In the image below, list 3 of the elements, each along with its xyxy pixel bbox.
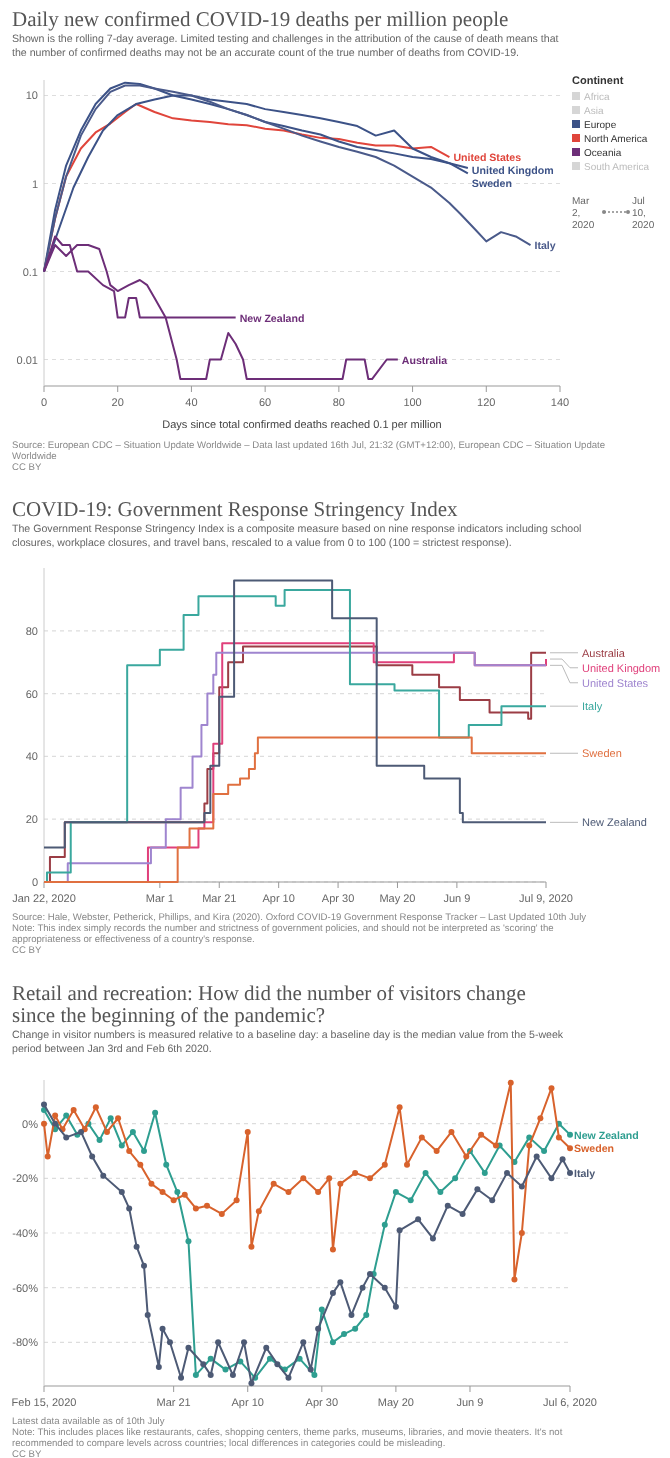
chart-title: COVID-19: Government Response Stringency Index [12,500,460,522]
chart-title: Daily new confirmed COVID-19 deaths per million people [12,10,509,32]
chart-title: Retail and recreation: How did the number of visitors change since the beginning of the pandemic? [12,984,527,1028]
